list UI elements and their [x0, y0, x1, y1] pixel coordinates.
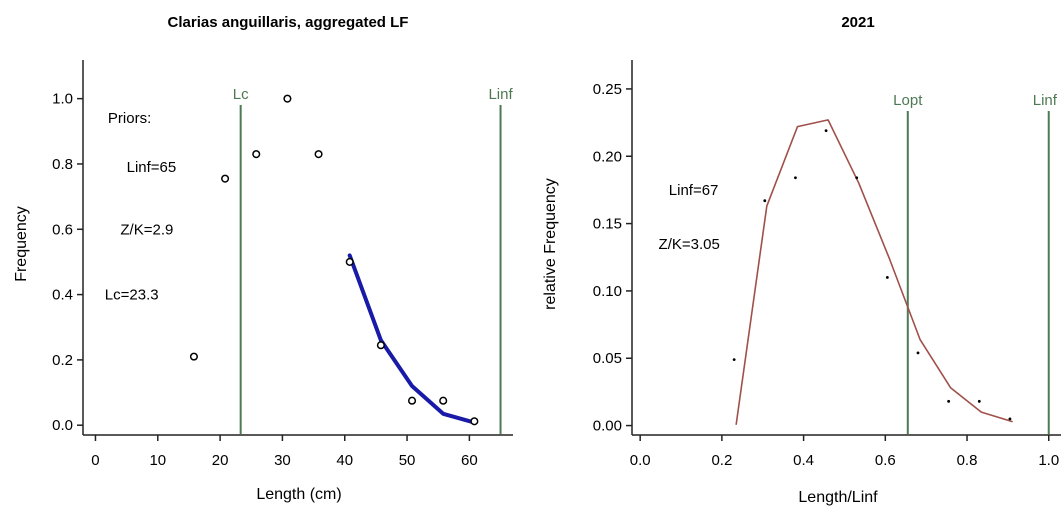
data-point — [947, 399, 951, 403]
L-x-tick-label: 10 — [149, 452, 166, 469]
frequency-line-path — [735, 119, 1013, 425]
R-y-tick-label: 0.05 — [593, 350, 622, 367]
R-y-tick-label: 0.25 — [593, 81, 622, 98]
data-point — [221, 174, 230, 183]
data-point — [885, 276, 889, 279]
right-annotations: Linf=67 Z/K=3.05 — [659, 182, 720, 253]
L-y-tick-label: 0.8 — [52, 156, 73, 173]
L-x-tick-label: 20 — [212, 452, 229, 469]
R-reference-label: Linf — [1033, 92, 1058, 109]
left-chart-title: Clarias anguillaris, aggregated LF — [168, 14, 409, 31]
L-reference-label: Linf — [488, 86, 513, 103]
left-x-ticks: 0 10 20 30 40 50 60 — [91, 435, 478, 469]
data-point — [977, 399, 981, 403]
data-point — [439, 396, 448, 405]
R-annotation-text: Z/K=3.05 — [659, 236, 720, 253]
right-chart-title: 2021 — [841, 14, 874, 31]
data-point — [794, 176, 797, 180]
L-y-tick-label: 0.2 — [52, 352, 73, 369]
data-point — [855, 176, 859, 180]
R-x-tick-label: 0.8 — [957, 452, 978, 469]
R-x-tick-label: 0.2 — [711, 452, 732, 469]
right-y-ticks: 0.00 0.05 0.10 0.15 0.20 0.25 — [593, 81, 632, 435]
left-fit-curve — [347, 253, 477, 425]
R-x-tick-label: 0.4 — [793, 452, 814, 469]
right-x-axis-label: Length/Linf — [798, 489, 878, 506]
L-annotation-text: Lc=23.3 — [105, 287, 159, 304]
L-annotation-text: Linf=65 — [127, 159, 177, 176]
left-reference-lines: Lc Linf — [233, 86, 513, 434]
data-point — [470, 417, 479, 426]
R-x-tick-label: 0.0 — [630, 452, 651, 469]
right-y-axis-label: relative Frequency — [542, 178, 559, 310]
R-reference-label: Lopt — [893, 92, 923, 109]
data-point — [345, 257, 354, 266]
L-x-tick-label: 60 — [461, 452, 478, 469]
data-point — [824, 129, 828, 133]
data-point — [407, 396, 417, 405]
R-y-tick-label: 0.15 — [593, 216, 622, 233]
L-x-tick-label: 30 — [274, 452, 291, 469]
fit-curve-path — [347, 253, 477, 425]
L-x-tick-label: 50 — [399, 452, 416, 469]
R-annotation-text: Linf=67 — [669, 182, 719, 199]
right-frequency-line — [735, 119, 1013, 425]
L-x-tick-label: 40 — [336, 452, 353, 469]
L-x-tick-label: 0 — [91, 452, 99, 469]
data-point — [314, 150, 323, 159]
L-annotation-text: Priors: — [108, 110, 151, 127]
left-y-ticks: 0.0 0.2 0.4 0.6 0.8 1.0 — [52, 91, 83, 434]
data-point — [189, 352, 198, 361]
R-y-tick-label: 0.20 — [593, 148, 622, 165]
data-point — [916, 351, 920, 355]
R-x-tick-label: 1.0 — [1038, 452, 1059, 469]
data-point — [252, 150, 261, 159]
data-point — [1008, 417, 1012, 421]
left-x-axis-label: Length (cm) — [256, 486, 341, 503]
left-panel: Clarias anguillaris, aggregated LF Lc Lin… — [13, 14, 513, 503]
L-y-tick-label: 1.0 — [52, 91, 73, 108]
right-x-ticks: 0.0 0.2 0.4 0.6 0.8 1.0 — [630, 435, 1059, 469]
data-point — [763, 199, 767, 203]
L-reference-label: Lc — [233, 86, 249, 103]
left-y-axis-label: Frequency — [13, 206, 30, 282]
L-annotation-text: Z/K=2.9 — [120, 221, 173, 238]
L-y-tick-label: 0.6 — [52, 221, 73, 238]
L-y-tick-label: 0.4 — [52, 287, 73, 304]
data-point — [376, 341, 385, 350]
data-point — [283, 94, 292, 103]
right-panel: 2021 Lopt Linf Linf=67Z/K=3.05 0.000.050.… — [542, 14, 1061, 506]
R-y-tick-label: 0.00 — [593, 418, 622, 435]
data-point — [732, 358, 736, 361]
right-reference-lines: Lopt Linf — [893, 92, 1058, 434]
left-annotations: Priors: Linf=65 Z/K=2.9 Lc=23.3 — [105, 110, 176, 303]
R-y-tick-label: 0.10 — [593, 283, 622, 300]
L-y-tick-label: 0.0 — [52, 417, 73, 434]
right-data-points — [732, 129, 1012, 421]
R-x-tick-label: 0.6 — [875, 452, 896, 469]
left-data-points — [189, 94, 479, 426]
